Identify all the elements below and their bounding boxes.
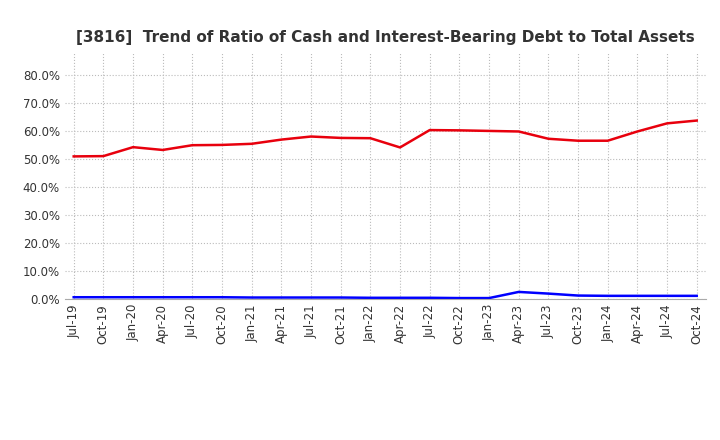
Interest-Bearing Debt [574,293,582,298]
Interest-Bearing Debt [129,295,138,300]
Cash [603,138,612,143]
Title: [3816]  Trend of Ratio of Cash and Interest-Bearing Debt to Total Assets: [3816] Trend of Ratio of Cash and Intere… [76,29,695,45]
Interest-Bearing Debt [277,295,286,300]
Interest-Bearing Debt [217,295,226,300]
Interest-Bearing Debt [485,295,493,301]
Cash [693,118,701,123]
Cash [129,144,138,150]
Cash [455,128,464,133]
Interest-Bearing Debt [662,293,671,298]
Interest-Bearing Debt [455,295,464,301]
Interest-Bearing Debt [544,291,553,296]
Cash [633,129,642,134]
Cash [188,143,197,148]
Cash [662,121,671,126]
Interest-Bearing Debt [336,295,345,300]
Interest-Bearing Debt [426,295,434,301]
Cash [426,128,434,133]
Cash [396,145,405,150]
Cash [336,135,345,140]
Interest-Bearing Debt [248,295,256,300]
Cash [217,142,226,147]
Interest-Bearing Debt [603,293,612,298]
Interest-Bearing Debt [99,295,108,300]
Line: Cash: Cash [73,121,697,156]
Interest-Bearing Debt [514,289,523,294]
Cash [307,134,315,139]
Cash [248,141,256,147]
Interest-Bearing Debt [366,295,374,301]
Interest-Bearing Debt [69,295,78,300]
Cash [544,136,553,141]
Interest-Bearing Debt [693,293,701,298]
Interest-Bearing Debt [307,295,315,300]
Cash [574,138,582,143]
Cash [69,154,78,159]
Cash [485,128,493,134]
Interest-Bearing Debt [633,293,642,298]
Cash [158,147,167,153]
Interest-Bearing Debt [188,295,197,300]
Interest-Bearing Debt [158,295,167,300]
Cash [277,137,286,142]
Cash [366,136,374,141]
Line: Interest-Bearing Debt: Interest-Bearing Debt [73,292,697,298]
Cash [514,129,523,134]
Cash [99,154,108,159]
Interest-Bearing Debt [396,295,405,301]
